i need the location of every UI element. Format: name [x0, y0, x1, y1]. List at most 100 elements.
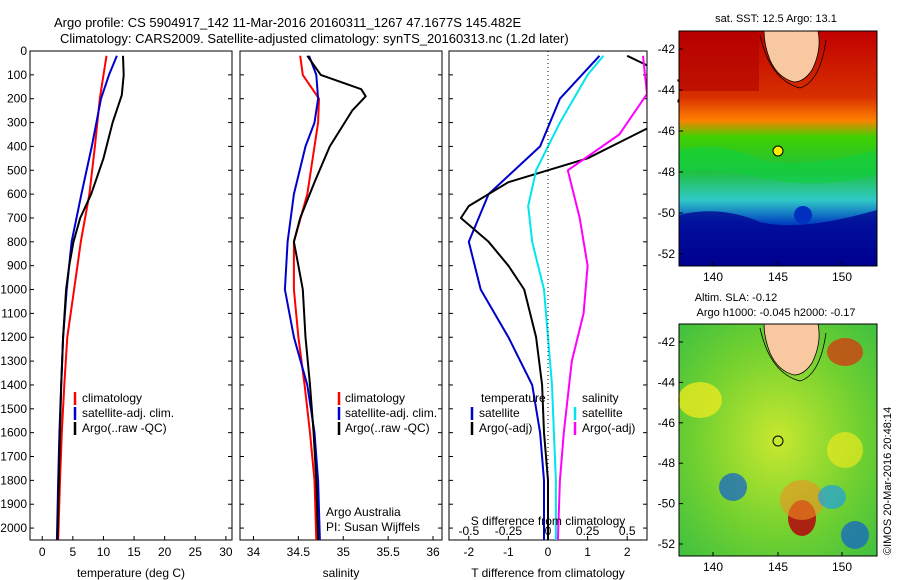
depth-tick-label: 100: [7, 68, 27, 82]
depth-tick-label: 1200: [0, 330, 27, 344]
sla-map: [678, 323, 878, 557]
x-tick-label: 15: [127, 545, 141, 559]
lon-tick-label: 145: [768, 560, 788, 574]
depth-tick-label: 300: [7, 116, 27, 130]
x2-tick-label: 0.5: [619, 524, 636, 538]
sla-map-title2: Argo h1000: -0.045 h2000: -0.17: [696, 307, 855, 319]
header-line2: Climatology: CARS2009. Satellite-adjuste…: [60, 31, 569, 46]
x-tick-label: 10: [97, 545, 111, 559]
depth-tick-label: 1500: [0, 402, 27, 416]
depth-tick-label: 1700: [0, 450, 27, 464]
lat-tick-label: -50: [658, 206, 676, 220]
salinity-legend: climatology satellite-adj. clim. Argo(..…: [337, 391, 437, 435]
depth-tick-label: 900: [7, 259, 27, 273]
lon-tick-label: 150: [832, 560, 852, 574]
salinity-panel-frame: [239, 50, 443, 541]
x-tick-label: -2: [463, 545, 474, 559]
x-tick-label: 0: [39, 545, 46, 559]
depth-tick-label: 400: [7, 139, 27, 153]
legend-argo: Argo(..raw -QC): [82, 421, 167, 435]
depth-tick-label: 700: [7, 211, 27, 225]
lat-tick-label: -52: [658, 537, 676, 551]
lon-tick-label: 150: [832, 270, 852, 284]
lat-tick-label: -44: [658, 375, 676, 389]
x2-tick-label: -0.5: [458, 524, 479, 538]
difference-x2label: S difference from climatology: [471, 514, 626, 528]
temperature-legend: climatology satellite-adj. clim. Argo(..…: [73, 391, 174, 435]
watermark: ©IMOS 20-Mar-2016 20:48:14: [882, 407, 894, 555]
x2-tick-label: -0.25: [495, 524, 523, 538]
sst-map: [678, 30, 878, 267]
lon-tick-label: 140: [703, 270, 723, 284]
series-line-argo_salinity: [556, 55, 648, 541]
x-tick-label: 25: [189, 545, 203, 559]
lat-tick-label: -48: [658, 456, 676, 470]
depth-tick-label: 1300: [0, 354, 27, 368]
header-line1: Argo profile: CS 5904917_142 11-Mar-2016…: [54, 15, 521, 30]
lon-tick-label: 145: [768, 270, 788, 284]
lat-tick-label: -48: [658, 165, 676, 179]
argo-position-marker-2: [772, 435, 784, 447]
lat-tick-label: -50: [658, 497, 676, 511]
depth-tick-label: 200: [7, 92, 27, 106]
argo-australia-note: Argo Australia: [326, 505, 401, 519]
depth-tick-label: 1100: [1, 306, 27, 320]
depth-tick-label: 1800: [0, 473, 27, 487]
legend-temp-argo: Argo(-adj): [479, 421, 532, 435]
depth-tick-label: 1400: [0, 378, 27, 392]
tasmania-coast: [763, 30, 820, 83]
lat-tick-label: -52: [658, 247, 676, 261]
lat-tick-label: -42: [658, 335, 676, 349]
legend-temperature-title: temperature: [481, 391, 546, 405]
x-tick-label: -1: [503, 545, 514, 559]
legend-climatology: climatology: [82, 391, 142, 405]
lat-tick-label: -42: [658, 42, 676, 56]
depth-tick-label: 1900: [0, 497, 27, 511]
series-line-argo: [292, 55, 367, 541]
legend-argo-2: Argo(..raw -QC): [345, 421, 430, 435]
tasmania-coast-2: [763, 323, 820, 376]
x-tick-label: 2: [624, 545, 631, 559]
lat-tick-label: -46: [658, 124, 676, 138]
difference-xlabel: T difference from climatology: [471, 566, 625, 580]
x2-tick-label: 0.25: [576, 524, 600, 538]
sst-map-title: sat. SST: 12.5 Argo: 13.1: [715, 13, 837, 25]
x-tick-label: 30: [219, 545, 233, 559]
argo-position-marker: [772, 145, 784, 157]
temperature-panel-frame: [29, 50, 233, 541]
x-tick-label: 34.5: [287, 545, 311, 559]
x-tick-label: 34: [247, 545, 261, 559]
depth-tick-label: 0: [20, 44, 27, 58]
legend-sal-satellite: satellite: [582, 406, 623, 420]
sla-map-title1: Altim. SLA: -0.12: [695, 292, 778, 304]
difference-legend: temperature satellite Argo(-adj) salinit…: [470, 391, 635, 435]
depth-tick-label: 500: [7, 163, 27, 177]
depth-tick-label: 1000: [0, 283, 27, 297]
depth-tick-label: 800: [7, 235, 27, 249]
legend-satellite-2: satellite-adj. clim.: [345, 406, 437, 420]
series-line-argo: [56, 55, 125, 541]
legend-temp-satellite: satellite: [479, 406, 520, 420]
salinity-xlabel: salinity: [323, 566, 360, 580]
lon-tick-label: 140: [703, 560, 723, 574]
lat-tick-label: -44: [658, 83, 676, 97]
lat-tick-label: -46: [658, 416, 676, 430]
x-tick-label: 20: [158, 545, 172, 559]
x-tick-label: 36: [426, 545, 440, 559]
x-tick-label: 35: [337, 545, 351, 559]
x-tick-label: 0: [545, 545, 552, 559]
x-tick-label: 5: [70, 545, 77, 559]
x-tick-label: 35.5: [376, 545, 400, 559]
legend-climatology-2: climatology: [345, 391, 405, 405]
legend-sal-argo: Argo(-adj): [582, 421, 635, 435]
depth-tick-label: 1600: [0, 426, 27, 440]
legend-satellite: satellite-adj. clim.: [82, 406, 174, 420]
series-line-sat_salinity: [527, 55, 605, 540]
series-line-satellite: [467, 55, 601, 540]
clip-mask: [647, 40, 678, 550]
series-line-climatology: [57, 55, 108, 541]
x-tick-label: 1: [584, 545, 591, 559]
temperature-xlabel: temperature (deg C): [77, 566, 185, 580]
depth-tick-label: 600: [7, 187, 27, 201]
